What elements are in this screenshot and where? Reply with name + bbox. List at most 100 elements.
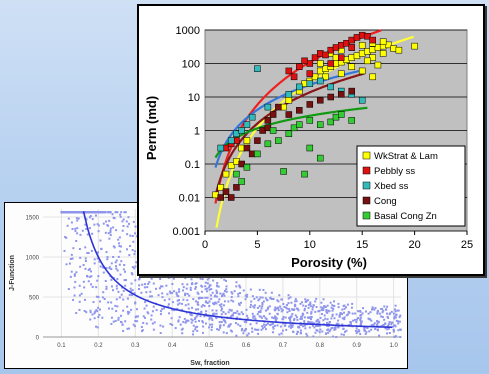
j-data-point (295, 300, 298, 303)
j-data-point (63, 211, 66, 214)
j-data-point (245, 295, 248, 298)
j-data-point (177, 295, 180, 298)
j-data-point (75, 217, 78, 220)
j-data-point (331, 314, 334, 317)
j-data-point (123, 279, 126, 282)
j-data-point (280, 310, 283, 313)
perm-data-point (317, 96, 324, 104)
j-data-point (230, 299, 233, 302)
j-x-tick-label: 0.5 (205, 343, 214, 349)
j-data-point (161, 292, 164, 295)
j-data-point (217, 328, 220, 331)
perm-data-point (296, 83, 303, 91)
j-data-point (262, 300, 265, 303)
j-data-point (105, 287, 108, 290)
j-data-point (261, 327, 264, 330)
j-data-point (329, 328, 332, 331)
j-data-point (361, 312, 364, 315)
j-data-point (307, 303, 310, 306)
perm-data-point (337, 111, 345, 118)
j-data-point (115, 310, 118, 313)
j-data-point (272, 322, 275, 325)
j-data-point (384, 327, 387, 330)
j-data-point (307, 306, 310, 309)
j-data-point (258, 305, 261, 308)
j-data-point (357, 310, 360, 313)
perm-x-tick-label: 25 (461, 239, 473, 251)
j-data-point (347, 313, 350, 316)
j-data-point (305, 332, 308, 335)
j-data-point (345, 306, 348, 309)
j-data-point (196, 301, 199, 304)
j-data-point (111, 307, 114, 310)
j-function-y-ticks: 0 500 1000 1500 (26, 216, 40, 342)
j-data-point (322, 309, 325, 312)
j-data-point (378, 334, 381, 337)
j-data-point (190, 318, 193, 321)
j-data-point (290, 301, 293, 304)
j-data-point (301, 315, 304, 318)
j-data-point (252, 305, 255, 308)
perm-data-point (217, 184, 224, 191)
j-data-point (196, 291, 199, 294)
j-data-point (309, 305, 312, 308)
j-data-point (243, 329, 246, 332)
perm-data-point (285, 67, 293, 75)
perm-legend-label: Pebbly ss (374, 166, 415, 177)
perm-data-point (243, 144, 251, 152)
j-data-point (93, 312, 96, 315)
j-data-point (67, 217, 70, 220)
j-function-x-label: Sw, fraction (190, 360, 229, 367)
j-data-point (232, 300, 235, 303)
j-data-point (259, 311, 262, 314)
j-data-point (311, 324, 314, 327)
j-data-point (168, 298, 171, 301)
perm-data-point (269, 111, 277, 118)
j-data-point (232, 311, 235, 314)
j-data-point (319, 328, 322, 331)
j-data-point (286, 311, 289, 314)
perm-x-tick-label: 5 (254, 239, 260, 251)
j-data-point (357, 329, 360, 332)
j-data-point (351, 302, 354, 305)
j-data-point (195, 308, 198, 311)
perm-data-point (358, 67, 366, 75)
j-x-tick-label: 1.0 (389, 343, 398, 349)
j-data-point (161, 285, 164, 288)
j-data-point (364, 332, 367, 335)
j-data-point (119, 245, 122, 248)
j-data-point (260, 307, 263, 310)
j-data-point (309, 303, 312, 306)
j-data-point (121, 229, 124, 232)
j-data-point (393, 308, 396, 311)
perm-data-point (296, 107, 303, 114)
j-data-point (254, 328, 257, 331)
j-data-point (190, 278, 193, 281)
j-data-point (199, 315, 202, 318)
j-data-point (229, 329, 232, 332)
perm-data-point (285, 111, 293, 118)
perm-data-point (243, 121, 251, 128)
j-data-point (393, 315, 396, 318)
j-data-point (176, 294, 179, 297)
j-data-point (237, 292, 240, 295)
j-data-point (113, 246, 116, 249)
j-data-point (128, 311, 131, 314)
j-data-point (269, 297, 272, 300)
j-data-point (185, 287, 188, 290)
j-data-point (341, 323, 344, 326)
j-data-point (136, 315, 139, 318)
j-data-point (191, 319, 194, 322)
j-data-point (310, 312, 313, 315)
j-data-point (267, 306, 270, 309)
j-data-point (201, 285, 204, 288)
j-data-point (85, 211, 88, 214)
j-data-point (235, 285, 238, 288)
j-data-point (64, 236, 67, 238)
j-data-point (150, 295, 153, 298)
j-data-point (171, 291, 174, 294)
perm-data-point (322, 73, 329, 81)
j-data-point (390, 323, 393, 326)
j-data-point (213, 312, 216, 315)
j-data-point (260, 316, 263, 319)
